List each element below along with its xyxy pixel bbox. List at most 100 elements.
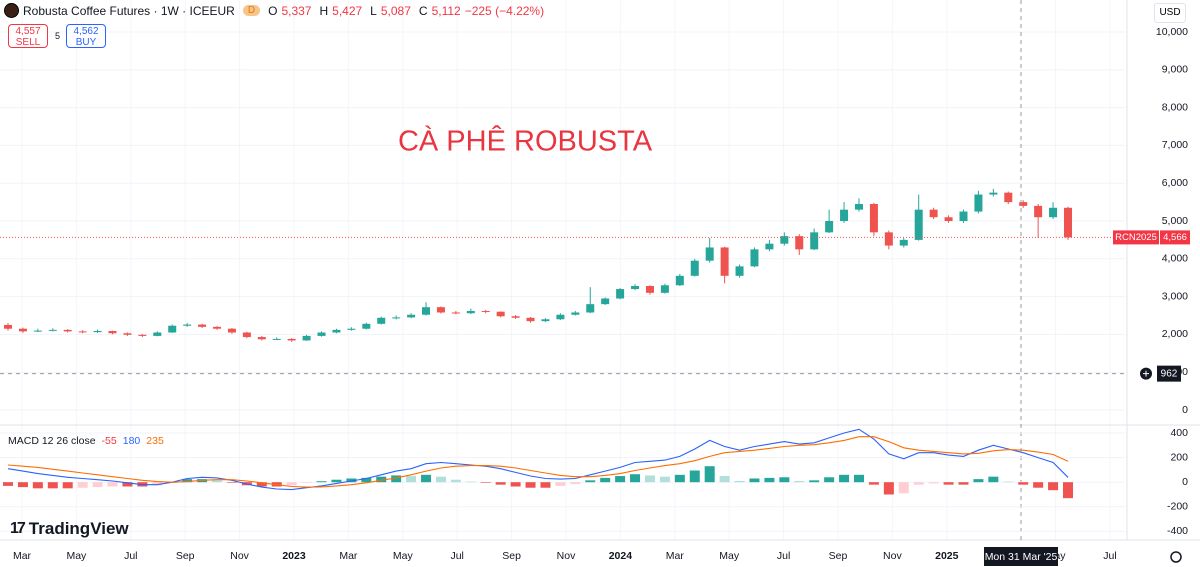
histogram-bar — [988, 476, 999, 483]
indicator-readout: 180 — [123, 435, 141, 447]
candle-body — [496, 311, 505, 317]
sell-button[interactable]: 4,557 SELL — [8, 24, 48, 48]
x-tick-label: Nov — [557, 550, 576, 562]
candle-body — [183, 324, 192, 326]
x-tick-label: May — [66, 550, 87, 562]
candle-body — [362, 323, 371, 329]
histogram-bar — [107, 482, 118, 487]
candle-body — [914, 209, 923, 240]
candle-body — [4, 324, 12, 329]
candle-body — [854, 203, 863, 210]
histogram-bar — [32, 482, 43, 489]
candle-body — [526, 317, 535, 322]
x-tick-label: May — [393, 550, 414, 562]
ohlc-key: O — [268, 3, 278, 18]
histogram-bar — [809, 480, 820, 483]
histogram-bar — [779, 477, 790, 483]
last-price-name-box — [1113, 230, 1159, 245]
candle-body — [138, 334, 147, 336]
candle-body — [601, 298, 610, 305]
histogram-bar — [212, 480, 223, 483]
candle-body — [780, 236, 789, 244]
histogram-bar — [913, 482, 924, 485]
histogram-bar — [973, 479, 984, 483]
buy-price: 4,562 — [73, 26, 99, 37]
macd-line — [7, 428, 1069, 491]
y-tick-label: 3,000 — [1162, 290, 1188, 302]
buy-label: BUY — [75, 37, 97, 48]
spread: 5 — [55, 31, 61, 41]
x-tick-label: Jul — [124, 550, 137, 562]
last-price-box — [1160, 230, 1190, 245]
histogram-bar — [540, 482, 551, 488]
histogram-bar — [704, 466, 715, 483]
x-tick-label: Sep — [829, 550, 848, 562]
x-tick-label: Mar — [13, 550, 32, 562]
ohlc-key: L — [370, 3, 377, 18]
candle-body — [123, 333, 132, 335]
candle-body — [884, 232, 893, 246]
histogram-bar — [839, 474, 850, 483]
candle-body — [825, 221, 834, 233]
candle-body — [213, 326, 222, 329]
x-tick-label: Jul — [777, 550, 790, 562]
sell-label: SELL — [15, 37, 41, 48]
indicator-legend: MACD 12 26 close -55 180 235 — [8, 435, 164, 447]
histogram-bar — [495, 482, 506, 485]
histogram-bar — [361, 477, 372, 483]
ohlc-key: H — [319, 3, 329, 18]
histogram-bar — [376, 476, 387, 483]
histogram-bar — [883, 482, 894, 495]
histogram-bar — [630, 474, 641, 483]
histogram-bar — [480, 482, 491, 483]
histogram-bar — [1018, 482, 1029, 485]
histogram-bar — [898, 482, 909, 494]
candle-body — [377, 317, 386, 324]
indicator-readout: -55 — [102, 435, 117, 447]
histogram-bar — [421, 474, 432, 483]
ohlc-value: 5,337 — [281, 3, 312, 18]
candle-body — [481, 310, 490, 312]
symbol[interactable]: Robusta Coffee Futures · 1W · ICEEUR — [23, 3, 235, 18]
y-tick-label: 200 — [1170, 451, 1188, 463]
crosshair-plus-sign — [1143, 370, 1149, 377]
histogram-bar — [226, 482, 237, 483]
histogram-bar — [346, 478, 357, 483]
histogram-bar — [734, 480, 745, 483]
ohlc-value: 5,427 — [332, 3, 363, 18]
x-tick-label: Mar — [666, 550, 685, 562]
histogram-bar — [406, 476, 417, 483]
last-price-label: 4,566 — [1163, 232, 1187, 243]
candle-body — [840, 209, 849, 222]
candle-body — [451, 312, 460, 314]
crosshair-price: 962 — [1161, 368, 1178, 379]
candle-body — [690, 260, 699, 276]
candle-body — [257, 337, 266, 340]
y-tick-label: 7,000 — [1162, 139, 1188, 151]
histogram-bar — [525, 482, 536, 488]
candle-body — [720, 247, 729, 276]
x-tick-label: Sep — [502, 550, 521, 562]
crosshair-date-box — [984, 547, 1058, 566]
histogram-bar — [122, 482, 133, 487]
ohlc-key: C — [418, 3, 428, 18]
candle-body — [392, 317, 401, 319]
x-tick-label: Nov — [883, 550, 902, 562]
histogram-bar — [555, 482, 566, 486]
y-tick-label: 6,000 — [1162, 177, 1188, 189]
settings-icon — [1170, 551, 1182, 563]
histogram-bar — [689, 470, 700, 483]
candle-body — [735, 266, 744, 276]
histogram-bar — [450, 479, 461, 483]
buy-button[interactable]: 4,562 BUY — [66, 24, 106, 48]
candle-body — [1064, 207, 1072, 238]
histogram-bar — [794, 480, 805, 483]
currency[interactable]: USD — [1154, 3, 1186, 23]
candle-body — [287, 338, 296, 341]
candle-body — [645, 286, 654, 293]
candle-body — [78, 331, 87, 333]
logo-mark: 17 — [10, 520, 26, 537]
histogram-bar — [585, 480, 596, 483]
histogram-bar — [331, 479, 342, 483]
